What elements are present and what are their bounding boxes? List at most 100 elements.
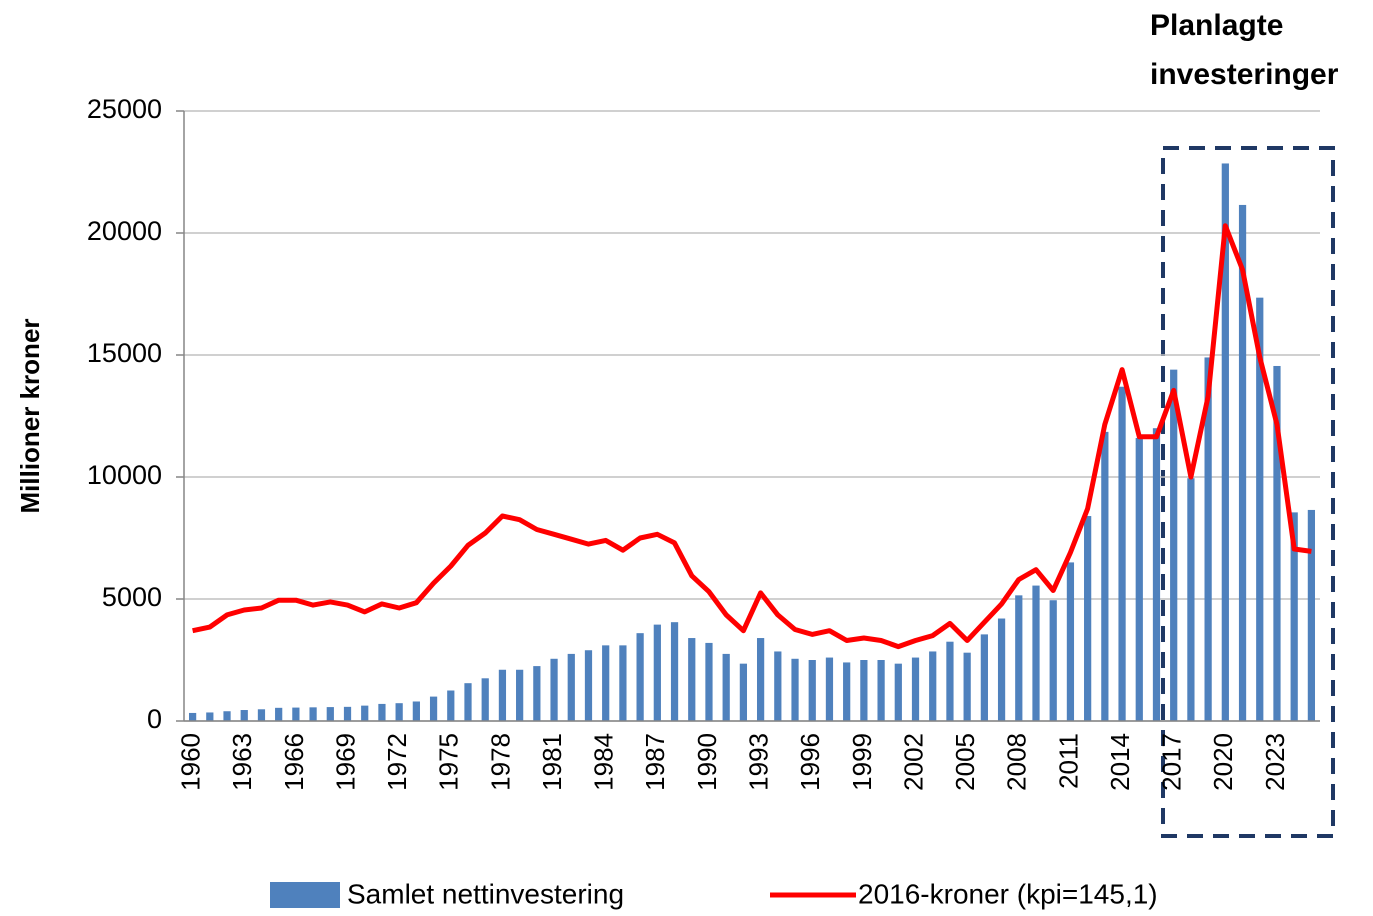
x-tick-label: 1987 [640, 733, 670, 791]
bar [550, 658, 558, 721]
bar [808, 660, 816, 721]
bar [1135, 437, 1143, 721]
bar [1256, 297, 1264, 721]
bar [188, 712, 197, 721]
bar [498, 669, 507, 721]
bar [1032, 585, 1040, 721]
legend-label: Samlet nettinvestering [347, 878, 624, 909]
bar [722, 653, 730, 721]
bar [791, 658, 799, 721]
bar [739, 663, 748, 721]
bar [1187, 478, 1195, 721]
x-tick-label: 1966 [279, 733, 309, 791]
annotation: investeringer [1150, 58, 1339, 91]
x-tick-label: 1972 [382, 733, 412, 791]
bar [361, 705, 369, 721]
planned-box [1161, 146, 1335, 838]
bar [946, 641, 954, 721]
bar [1066, 562, 1075, 721]
x-tick-label: 2002 [898, 733, 928, 791]
bar [1015, 595, 1023, 721]
x-tick-label: 1963 [227, 733, 257, 791]
bar [447, 690, 455, 721]
bar [860, 660, 868, 721]
bar [1204, 357, 1212, 721]
x-tick-label: 1993 [743, 733, 773, 791]
bar [1101, 431, 1109, 721]
bar [343, 706, 352, 721]
x-tick-label: 2011 [1053, 733, 1083, 789]
bar [619, 645, 627, 721]
x-tick-label: 2017 [1157, 733, 1187, 791]
bar [894, 663, 902, 721]
y-tick-label: 5000 [102, 582, 162, 612]
bar [636, 633, 644, 721]
x-tick-label: 1990 [692, 733, 722, 791]
bar [756, 638, 765, 721]
y-tick-label: 20000 [87, 216, 162, 246]
bar [292, 707, 300, 721]
bar [257, 709, 266, 721]
bar [464, 683, 472, 721]
bar [481, 678, 489, 721]
bar [963, 652, 971, 721]
bar [774, 651, 782, 721]
bar [670, 622, 679, 721]
x-tick-label: 1969 [330, 733, 360, 791]
bar [997, 618, 1006, 721]
bar [275, 707, 283, 721]
x-tick-label: 2014 [1105, 733, 1135, 791]
bar [533, 666, 541, 721]
bar [602, 645, 610, 721]
bar [1152, 428, 1161, 721]
bar [567, 653, 575, 721]
bar [309, 707, 317, 721]
bar [911, 657, 920, 721]
bar [1118, 386, 1126, 721]
bar [1238, 204, 1247, 721]
bar [929, 651, 937, 721]
bar [1290, 512, 1298, 721]
bar [980, 634, 988, 721]
bar [877, 660, 885, 721]
bar [395, 703, 403, 721]
bar [1307, 509, 1316, 721]
x-tick-label: 1960 [175, 733, 205, 791]
x-tick-label: 2020 [1208, 733, 1238, 791]
bar [653, 624, 661, 721]
bar [412, 701, 420, 721]
bar [206, 712, 214, 721]
bar [825, 657, 834, 721]
bar [705, 642, 713, 721]
bar [1084, 516, 1092, 721]
x-tick-label: 1975 [434, 733, 464, 791]
bar [429, 696, 438, 721]
bar [584, 650, 593, 721]
bar [516, 669, 524, 721]
bar [1221, 163, 1229, 721]
annotation: Planlagte [1150, 9, 1283, 42]
x-tick-label: 1996 [795, 733, 825, 791]
bar [843, 662, 851, 721]
y-tick-label: 25000 [87, 94, 162, 124]
y-axis-label: Millioner kroner [15, 318, 45, 513]
x-tick-label: 1999 [847, 733, 877, 791]
bar [688, 638, 696, 721]
bar [223, 711, 231, 721]
x-tick-label: 2023 [1260, 733, 1290, 791]
x-tick-label: 1981 [537, 733, 567, 791]
legend-label: 2016-kroner (kpi=145,1) [858, 878, 1158, 909]
y-tick-label: 0 [147, 704, 162, 734]
bar [1049, 600, 1057, 721]
bar [1273, 365, 1281, 721]
x-tick-label: 2005 [950, 733, 980, 791]
y-tick-label: 10000 [87, 460, 162, 490]
line [192, 223, 1312, 650]
legend-swatch [270, 882, 340, 908]
bar [326, 707, 334, 721]
x-tick-label: 1978 [485, 733, 515, 791]
bar [1170, 369, 1178, 721]
bar [240, 710, 248, 721]
x-tick-label: 2008 [1002, 733, 1032, 791]
